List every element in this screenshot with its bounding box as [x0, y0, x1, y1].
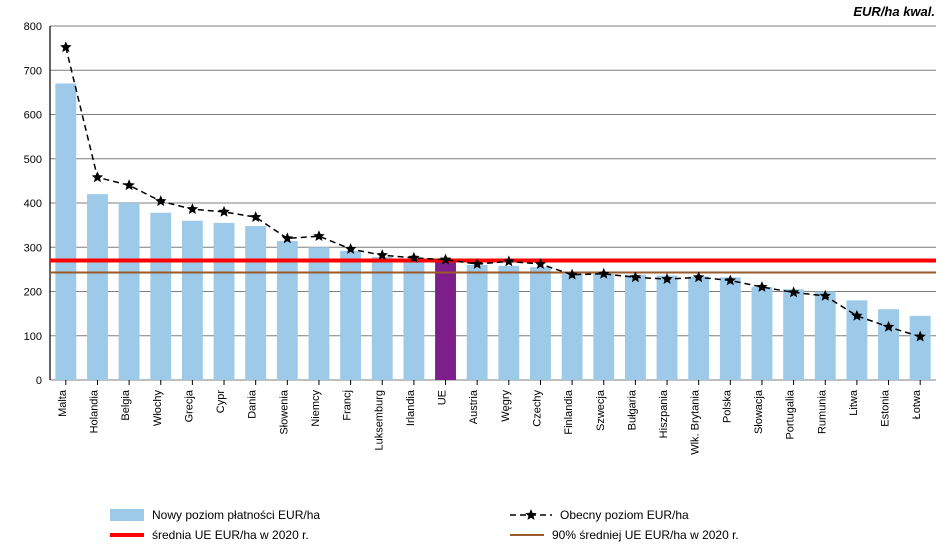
- legend-label-line: Obecny poziom EUR/ha: [560, 508, 689, 522]
- x-label: Polska: [721, 389, 733, 423]
- bar: [657, 276, 678, 380]
- svg-text:600: 600: [24, 110, 42, 122]
- bar: [625, 275, 646, 380]
- bar: [403, 261, 424, 380]
- bar: [309, 247, 330, 380]
- swatch-line-brown: [510, 534, 544, 536]
- x-label: Holandia: [88, 389, 100, 433]
- bar: [562, 274, 583, 380]
- bar: [752, 287, 773, 380]
- svg-text:0: 0: [36, 375, 42, 387]
- x-label: Łotwa: [911, 389, 923, 419]
- svg-text:300: 300: [24, 242, 42, 254]
- legend-label-ref2: 90% średniej UE EUR/ha w 2020 r.: [552, 528, 739, 542]
- bar: [87, 194, 108, 380]
- x-label: Irlandia: [405, 389, 417, 426]
- x-label: Litwa: [848, 389, 860, 416]
- x-label: Słowenia: [278, 389, 290, 435]
- legend-label-ref1: średnia UE EUR/ha w 2020 r.: [152, 528, 309, 542]
- bar: [55, 84, 76, 380]
- series-marker: [123, 179, 134, 190]
- svg-text:200: 200: [24, 287, 42, 299]
- legend-item-bar: Nowy poziom płatności EUR/ha: [110, 508, 470, 522]
- swatch-bar: [110, 509, 144, 521]
- bar-chart: 0 100 200 300 400 500 600 700 800 Malta Holandia Be…: [0, 0, 949, 548]
- bar: [783, 289, 804, 380]
- x-label: Szwecja: [595, 389, 607, 431]
- legend-item-line: Obecny poziom EUR/ha: [510, 508, 870, 522]
- swatch-line-red: [110, 533, 144, 537]
- series-marker: [503, 255, 514, 266]
- series-marker: [218, 206, 229, 217]
- x-label: Węgry: [500, 390, 512, 422]
- x-label: Wlk. Brytania: [690, 389, 702, 455]
- x-label: Austria: [468, 389, 480, 424]
- x-label: Cypr: [215, 390, 227, 414]
- x-label: Bułgaria: [626, 389, 638, 430]
- x-label: Włochy: [152, 390, 164, 427]
- bar: [593, 274, 614, 380]
- x-label: Dania: [247, 389, 259, 419]
- swatch-dashed-line: [510, 508, 552, 522]
- legend: Nowy poziom płatności EUR/ha Obecny pozi…: [110, 508, 870, 542]
- x-label: Słowacja: [753, 389, 765, 434]
- bar: [498, 266, 519, 380]
- bar: [910, 316, 931, 380]
- x-label: Estonia: [880, 389, 892, 427]
- bar: [214, 223, 235, 380]
- svg-text:100: 100: [24, 331, 42, 343]
- legend-item-ref2: 90% średniej UE EUR/ha w 2020 r.: [510, 528, 870, 542]
- x-label: Czechy: [531, 390, 543, 427]
- bar: [720, 277, 741, 380]
- bar: [245, 226, 266, 380]
- bar: [467, 265, 488, 380]
- svg-text:400: 400: [24, 198, 42, 210]
- bar: [815, 292, 836, 381]
- series-marker: [187, 203, 198, 214]
- x-label: Francj: [342, 390, 354, 421]
- bar: [878, 309, 899, 380]
- x-label: Belgia: [120, 389, 132, 420]
- bar: [435, 261, 456, 380]
- bar: [530, 267, 551, 380]
- x-label: Finlandia: [563, 389, 575, 435]
- legend-label-bar: Nowy poziom płatności EUR/ha: [152, 508, 320, 522]
- series-marker: [155, 195, 166, 206]
- svg-text:700: 700: [24, 65, 42, 77]
- bar: [688, 276, 709, 380]
- x-label: Hiszpania: [658, 389, 670, 438]
- series-marker: [92, 171, 103, 182]
- x-label: Malta: [57, 389, 69, 417]
- legend-item-ref1: średnia UE EUR/ha w 2020 r.: [110, 528, 470, 542]
- series-marker: [313, 230, 324, 241]
- svg-text:500: 500: [24, 154, 42, 166]
- x-label: Niemcy: [310, 390, 322, 427]
- bar: [119, 203, 140, 380]
- series-marker: [60, 41, 71, 52]
- bar: [150, 213, 171, 380]
- x-label: Rumunia: [816, 389, 828, 434]
- bar: [372, 257, 393, 380]
- x-label: Luksemburg: [373, 390, 385, 451]
- svg-text:800: 800: [24, 21, 42, 33]
- x-label: UE: [437, 390, 449, 405]
- bar: [182, 221, 203, 380]
- bar: [340, 251, 361, 380]
- x-label: Grecja: [183, 389, 195, 422]
- x-label: Portugalia: [785, 389, 797, 439]
